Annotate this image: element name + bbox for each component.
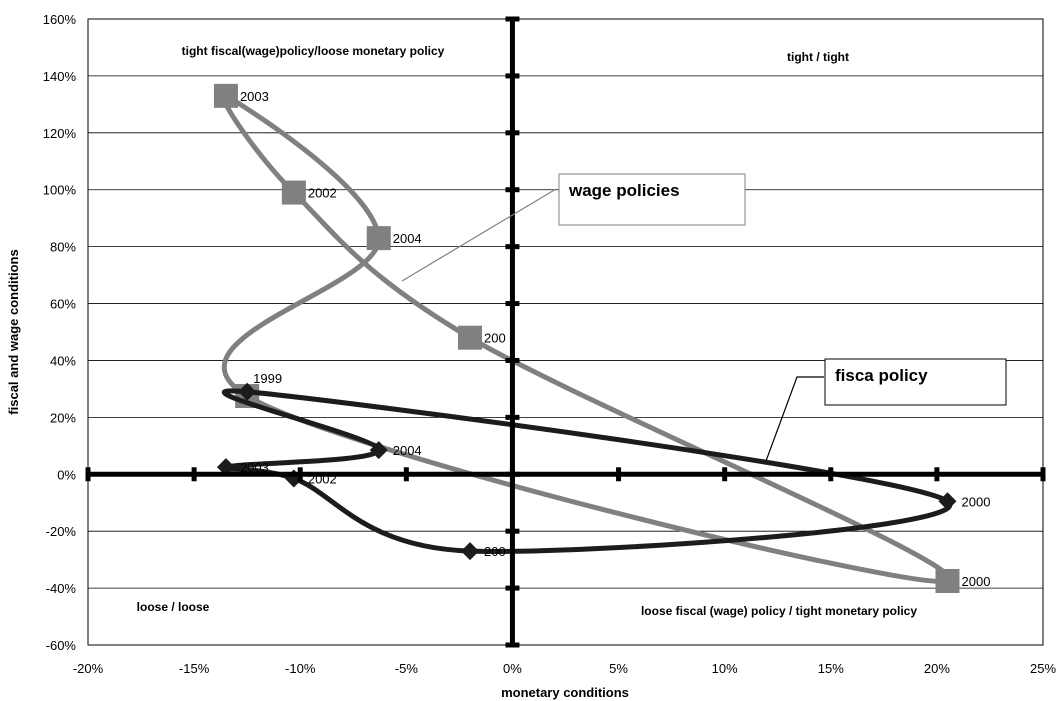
- x-axis-title: monetary conditions: [501, 685, 629, 700]
- fiscal-data-label: 2002: [308, 472, 337, 487]
- fiscal-data-label: 2004: [393, 443, 422, 458]
- x-tick-label: 10%: [712, 661, 738, 676]
- callout-wage-text: wage policies: [568, 181, 680, 200]
- fiscal-point: [938, 492, 957, 511]
- x-tick-label: 15%: [818, 661, 844, 676]
- callout-wage-leader-line: [401, 188, 557, 282]
- quadrant-label-bottom-left: loose / loose: [137, 600, 210, 614]
- plot-area-border: [87, 18, 1044, 646]
- wage-data-label: 200: [484, 331, 506, 346]
- zero-axes: [85, 16, 1046, 648]
- wage-data-label: 2002: [308, 186, 337, 201]
- x-tick-label: -20%: [73, 661, 104, 676]
- x-tick-label: 20%: [924, 661, 950, 676]
- series-wage-policies: [213, 83, 960, 593]
- y-tick-label: -20%: [46, 524, 77, 539]
- wage-point: [213, 83, 238, 108]
- point-labels: 2000 200 2002 2003 2004 1999 2000 200 2002 2003 20…: [240, 89, 990, 589]
- wage-point: [366, 226, 391, 251]
- callout-wage-box: [558, 173, 746, 226]
- y-tick-label: 0%: [57, 467, 76, 482]
- x-tick-label: -15%: [179, 661, 210, 676]
- fiscal-point: [461, 542, 479, 561]
- x-tick-label: -10%: [285, 661, 316, 676]
- x-tick-label: 5%: [609, 661, 628, 676]
- y-tick-label: 160%: [43, 12, 77, 27]
- x-tick-label: -5%: [395, 661, 419, 676]
- y-tick-label: 80%: [50, 240, 76, 255]
- wage-point: [935, 568, 960, 593]
- y-tick-label: 40%: [50, 353, 76, 368]
- quadrant-label-top-left: tight fiscal(wage)policy/loose monetary …: [182, 44, 445, 58]
- wage-data-label: 2004: [393, 231, 422, 246]
- y-tick-label: 120%: [43, 126, 77, 141]
- callout-fiscal-box: [824, 358, 1007, 406]
- y-tick-labels: -60% -40% -20% 0% 20% 40% 60% 80% 100% 120% 140% 16…: [43, 12, 77, 653]
- fiscal-point: [238, 382, 257, 401]
- y-tick-label: -60%: [46, 638, 77, 653]
- wage-point: [281, 180, 306, 205]
- x-tick-label: 25%: [1030, 661, 1056, 676]
- x-tick-labels: -20% -15% -10% -5% 0% 5% 10% 15% 20% 25%: [73, 661, 1057, 676]
- x-tick-label: 0%: [503, 661, 522, 676]
- callout-wage-policies: wage policies: [401, 173, 746, 282]
- fiscal-point: [369, 441, 388, 460]
- wage-data-label: 2000: [962, 574, 991, 589]
- y-tick-label: 20%: [50, 410, 76, 425]
- y-tick-label: 140%: [43, 69, 77, 84]
- callout-fiscal-leader-line: [765, 376, 824, 462]
- y-axis-title: fiscal and wage conditions: [6, 249, 21, 414]
- y-tick-label: 100%: [43, 183, 77, 198]
- callout-fiscal-policy: fisca policy: [765, 358, 1007, 462]
- fiscal-data-label: 2000: [962, 494, 991, 509]
- fiscal-data-label: 2003: [240, 460, 269, 475]
- y-tick-label: 60%: [50, 297, 76, 312]
- callout-fiscal-text: fisca policy: [835, 366, 928, 385]
- wage-point: [458, 325, 482, 350]
- fiscal-data-label: 1999: [253, 371, 282, 386]
- fiscal-data-label: 200: [484, 544, 506, 559]
- quadrant-label-bottom-right: loose fiscal (wage) policy / tight monet…: [641, 604, 917, 618]
- y-tick-label: -40%: [46, 581, 77, 596]
- series-fiscal-policy: [216, 382, 957, 561]
- fiscal-point: [216, 458, 235, 477]
- quadrant-label-top-right: tight / tight: [787, 50, 849, 64]
- wage-data-label: 2003: [240, 89, 269, 104]
